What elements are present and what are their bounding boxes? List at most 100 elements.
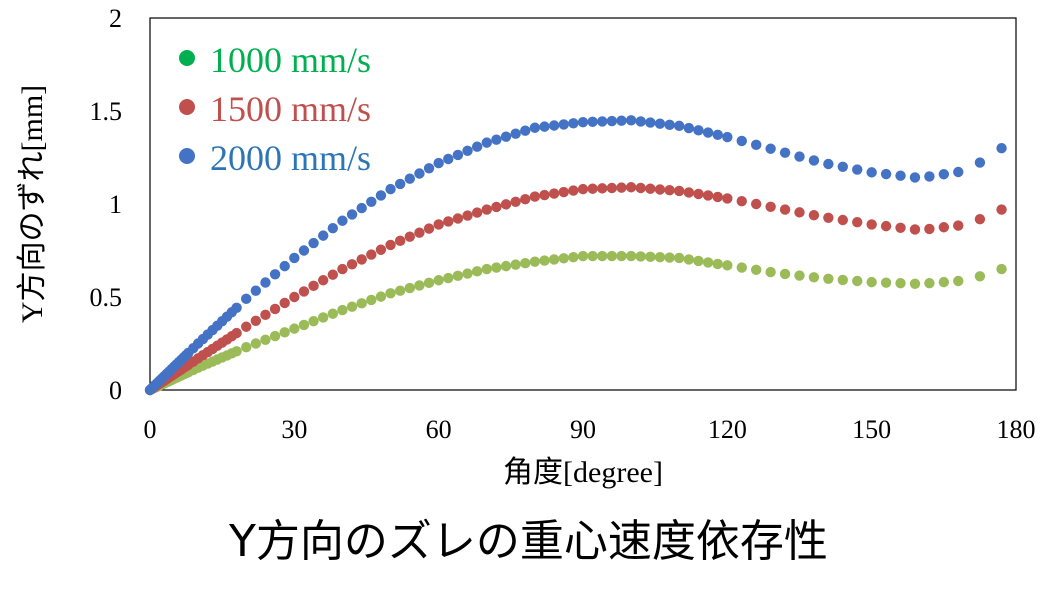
data-point: [385, 288, 396, 299]
y-axis-title: Y方向のずれ[mm]: [16, 85, 49, 323]
data-point: [568, 185, 579, 196]
data-point: [520, 125, 531, 136]
data-point: [327, 222, 339, 234]
data-point: [712, 258, 723, 270]
data-point: [765, 143, 776, 154]
data-point: [279, 260, 290, 272]
data-point: [433, 275, 444, 286]
data-point: [414, 227, 425, 238]
data-point: [674, 185, 685, 197]
data-point: [852, 217, 863, 228]
x-tick-label: 30: [281, 415, 307, 444]
data-point: [452, 149, 464, 161]
data-point: [337, 215, 348, 226]
data-point: [462, 268, 473, 279]
data-point: [606, 250, 618, 262]
data-point: [250, 315, 262, 327]
data-point: [909, 224, 921, 235]
data-point: [702, 257, 714, 268]
data-point: [443, 216, 454, 227]
y-tick-label: 1: [109, 190, 122, 219]
data-point: [823, 273, 834, 284]
data-point: [895, 170, 906, 181]
data-point: [996, 204, 1007, 215]
data-point: [462, 145, 473, 157]
data-point: [481, 204, 492, 215]
data-point: [765, 201, 776, 212]
data-points: [144, 115, 1007, 396]
data-point: [794, 151, 805, 162]
data-point: [452, 270, 464, 281]
data-point: [587, 250, 598, 262]
data-point: [974, 271, 986, 282]
data-point: [443, 272, 454, 284]
data-point: [298, 245, 310, 256]
data-point: [231, 346, 242, 357]
data-point: [702, 127, 714, 138]
data-point: [722, 131, 733, 143]
figure-caption: Y方向のズレの重心速度依存性: [229, 516, 828, 567]
data-point: [597, 183, 608, 194]
data-point: [366, 249, 377, 260]
data-point: [548, 254, 560, 265]
data-point: [529, 122, 541, 133]
data-point: [510, 196, 521, 207]
data-point: [924, 171, 935, 182]
scatter-chart: 0 0.5 1 1.5 2 0 30 60 90 120 150 180 1000 mm/s 1500…: [16, 4, 1036, 489]
data-point: [722, 193, 733, 204]
data-point: [433, 219, 444, 230]
data-point: [577, 116, 589, 128]
data-point: [500, 131, 512, 142]
data-point: [974, 213, 986, 225]
data-point: [346, 301, 358, 312]
x-tick-label: 60: [426, 415, 452, 444]
x-tick-label: 90: [570, 415, 596, 444]
data-point: [548, 188, 560, 199]
data-point: [481, 137, 492, 148]
data-point: [779, 268, 791, 280]
data-point: [568, 118, 579, 129]
data-point: [260, 309, 271, 321]
x-axis-title: 角度[degree]: [503, 456, 663, 489]
data-point: [414, 280, 425, 291]
data-point: [318, 230, 329, 241]
data-point: [924, 278, 935, 289]
data-point: [654, 251, 666, 263]
data-point: [837, 214, 848, 226]
data-point: [693, 188, 704, 200]
data-point: [823, 212, 834, 223]
data-point: [635, 182, 646, 194]
series-2-points: [144, 115, 1007, 396]
data-point: [539, 121, 550, 132]
data-point: [231, 327, 242, 339]
data-point: [866, 219, 877, 230]
data-point: [794, 207, 805, 218]
data-point: [250, 338, 262, 349]
x-tick-label: 0: [144, 415, 157, 444]
data-point: [625, 115, 637, 126]
data-point: [880, 168, 892, 180]
data-point: [529, 191, 541, 202]
data-point: [808, 209, 820, 221]
data-point: [375, 291, 387, 302]
y-tick-label: 0.5: [90, 283, 123, 312]
data-point: [327, 269, 339, 280]
data-point: [712, 129, 723, 141]
data-point: [616, 250, 627, 262]
data-point: [645, 117, 656, 128]
data-point: [308, 280, 319, 292]
data-point: [895, 222, 906, 234]
data-point: [645, 183, 656, 194]
data-point: [394, 235, 406, 247]
data-point: [462, 210, 473, 221]
data-point: [974, 157, 986, 168]
data-point: [953, 166, 964, 178]
data-point: [674, 120, 685, 132]
data-point: [491, 134, 502, 145]
data-point: [260, 277, 271, 288]
data-point: [500, 260, 512, 272]
data-point: [654, 184, 666, 195]
data-point: [837, 274, 848, 286]
data-point: [356, 254, 367, 265]
data-point: [318, 312, 329, 323]
